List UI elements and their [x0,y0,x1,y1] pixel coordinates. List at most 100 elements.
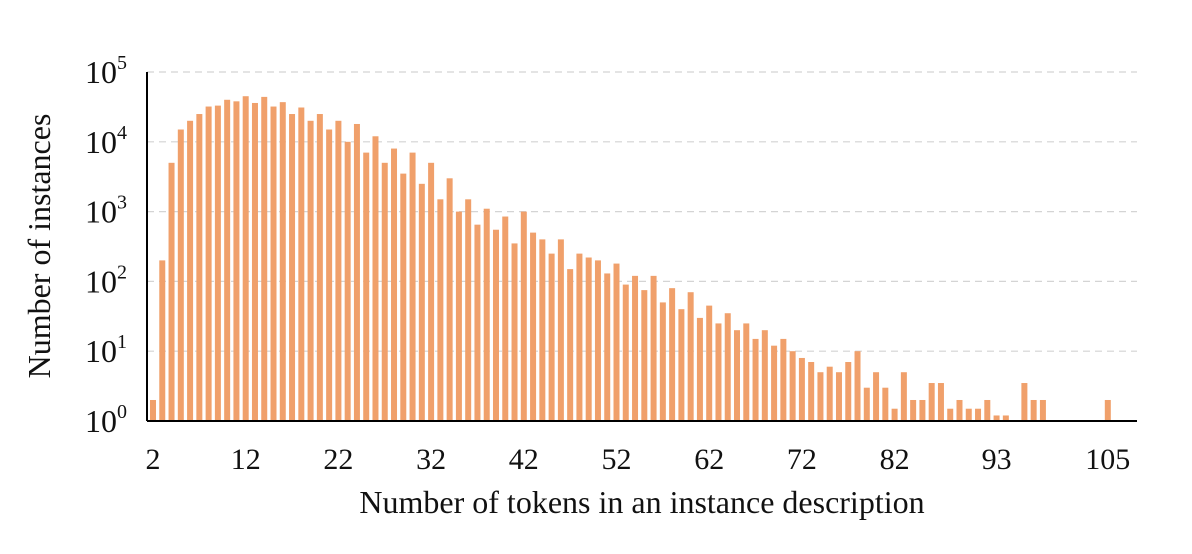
bar [1030,399,1037,421]
bar [214,105,221,422]
bar [743,323,750,421]
bar [409,152,416,422]
bar [446,178,453,421]
x-tick-label: 22 [323,443,353,476]
x-axis-title: Number of tokens in an instance descript… [359,484,924,520]
bar [159,260,166,421]
x-tick-label: 93 [982,443,1012,476]
bar [567,269,574,421]
bar [1039,399,1046,421]
y-tick-label: 103 [85,192,127,230]
x-tick-label: 62 [694,443,724,476]
bar [418,183,425,421]
bar [650,275,657,421]
bar [474,224,481,421]
x-tick-label: 105 [1085,443,1130,476]
x-tick-label: 32 [416,443,446,476]
bar [984,399,991,421]
bar [724,313,731,421]
x-tick-label: 52 [602,443,632,476]
bars [150,96,1111,422]
bar [326,129,333,421]
bar [752,338,759,421]
y-tick-label: 101 [85,331,127,369]
bar [780,338,787,421]
bar [594,260,601,421]
bar [937,383,944,421]
bar [261,96,268,421]
bar [835,372,842,421]
bar [353,123,360,421]
bar [289,114,296,422]
bar [873,372,880,421]
bar [279,102,286,421]
bar [854,351,861,421]
bar [1002,415,1009,421]
bar [381,162,388,421]
bar [1104,399,1111,421]
bar [696,317,703,421]
bar [910,399,917,421]
bar [307,120,314,421]
bar [177,129,184,421]
bar [270,106,277,421]
x-tick-label: 12 [231,443,261,476]
bar [511,243,518,421]
bar [548,253,555,421]
bar [437,199,444,421]
bar [817,372,824,421]
bar [576,253,583,421]
bar [539,239,546,421]
bar [771,345,778,421]
x-tick-labels: 2 12 22 32 42 52 62 72 82 93 105 [146,443,1131,476]
bar [530,232,537,421]
bar [1021,383,1028,421]
x-tick-label: 42 [509,443,539,476]
bar [613,263,620,421]
bar [826,366,833,421]
bar [965,408,972,421]
bar [687,292,694,421]
y-tick-label: 105 [85,52,127,90]
bar [928,383,935,421]
x-tick-label: 2 [146,443,161,476]
bar [428,162,435,421]
bar [196,114,203,422]
bar [956,399,963,421]
bar [465,199,472,421]
bar [316,114,323,422]
bar [242,96,249,422]
bar [298,107,305,421]
y-tick-label: 102 [85,261,127,299]
bar [622,284,629,421]
bar [168,162,175,421]
y-axis-title: Number of instances [21,114,57,379]
bar [502,216,509,421]
bar [492,229,499,421]
bar [863,387,870,421]
bar [400,173,407,421]
bar [900,372,907,421]
x-tick-label: 72 [787,443,817,476]
bar [483,208,490,421]
bar [372,136,379,421]
bar [344,141,351,422]
bar [520,211,527,421]
bar [659,302,666,421]
bar [585,257,592,421]
bar [882,387,889,421]
bar [808,362,815,421]
bar [789,351,796,421]
bar [845,362,852,421]
bar [798,357,805,421]
y-tick-label: 104 [85,122,127,160]
y-tick-label: 100 [85,401,127,439]
bar [224,99,231,421]
bar [604,273,611,421]
bar [706,305,713,421]
bar [669,288,676,421]
bar [205,106,212,421]
bar [233,101,240,421]
bar [641,290,648,421]
